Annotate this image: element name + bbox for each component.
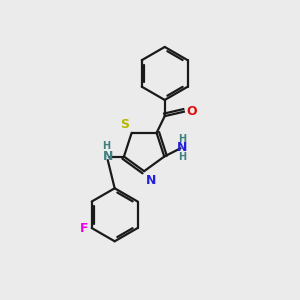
Text: N: N [103, 150, 113, 163]
Text: S: S [120, 118, 129, 131]
Text: H: H [102, 141, 110, 151]
Text: N: N [177, 141, 188, 154]
Text: H: H [178, 134, 187, 144]
Text: N: N [146, 174, 156, 187]
Text: O: O [186, 105, 197, 118]
Text: F: F [80, 221, 89, 235]
Text: H: H [178, 152, 187, 162]
